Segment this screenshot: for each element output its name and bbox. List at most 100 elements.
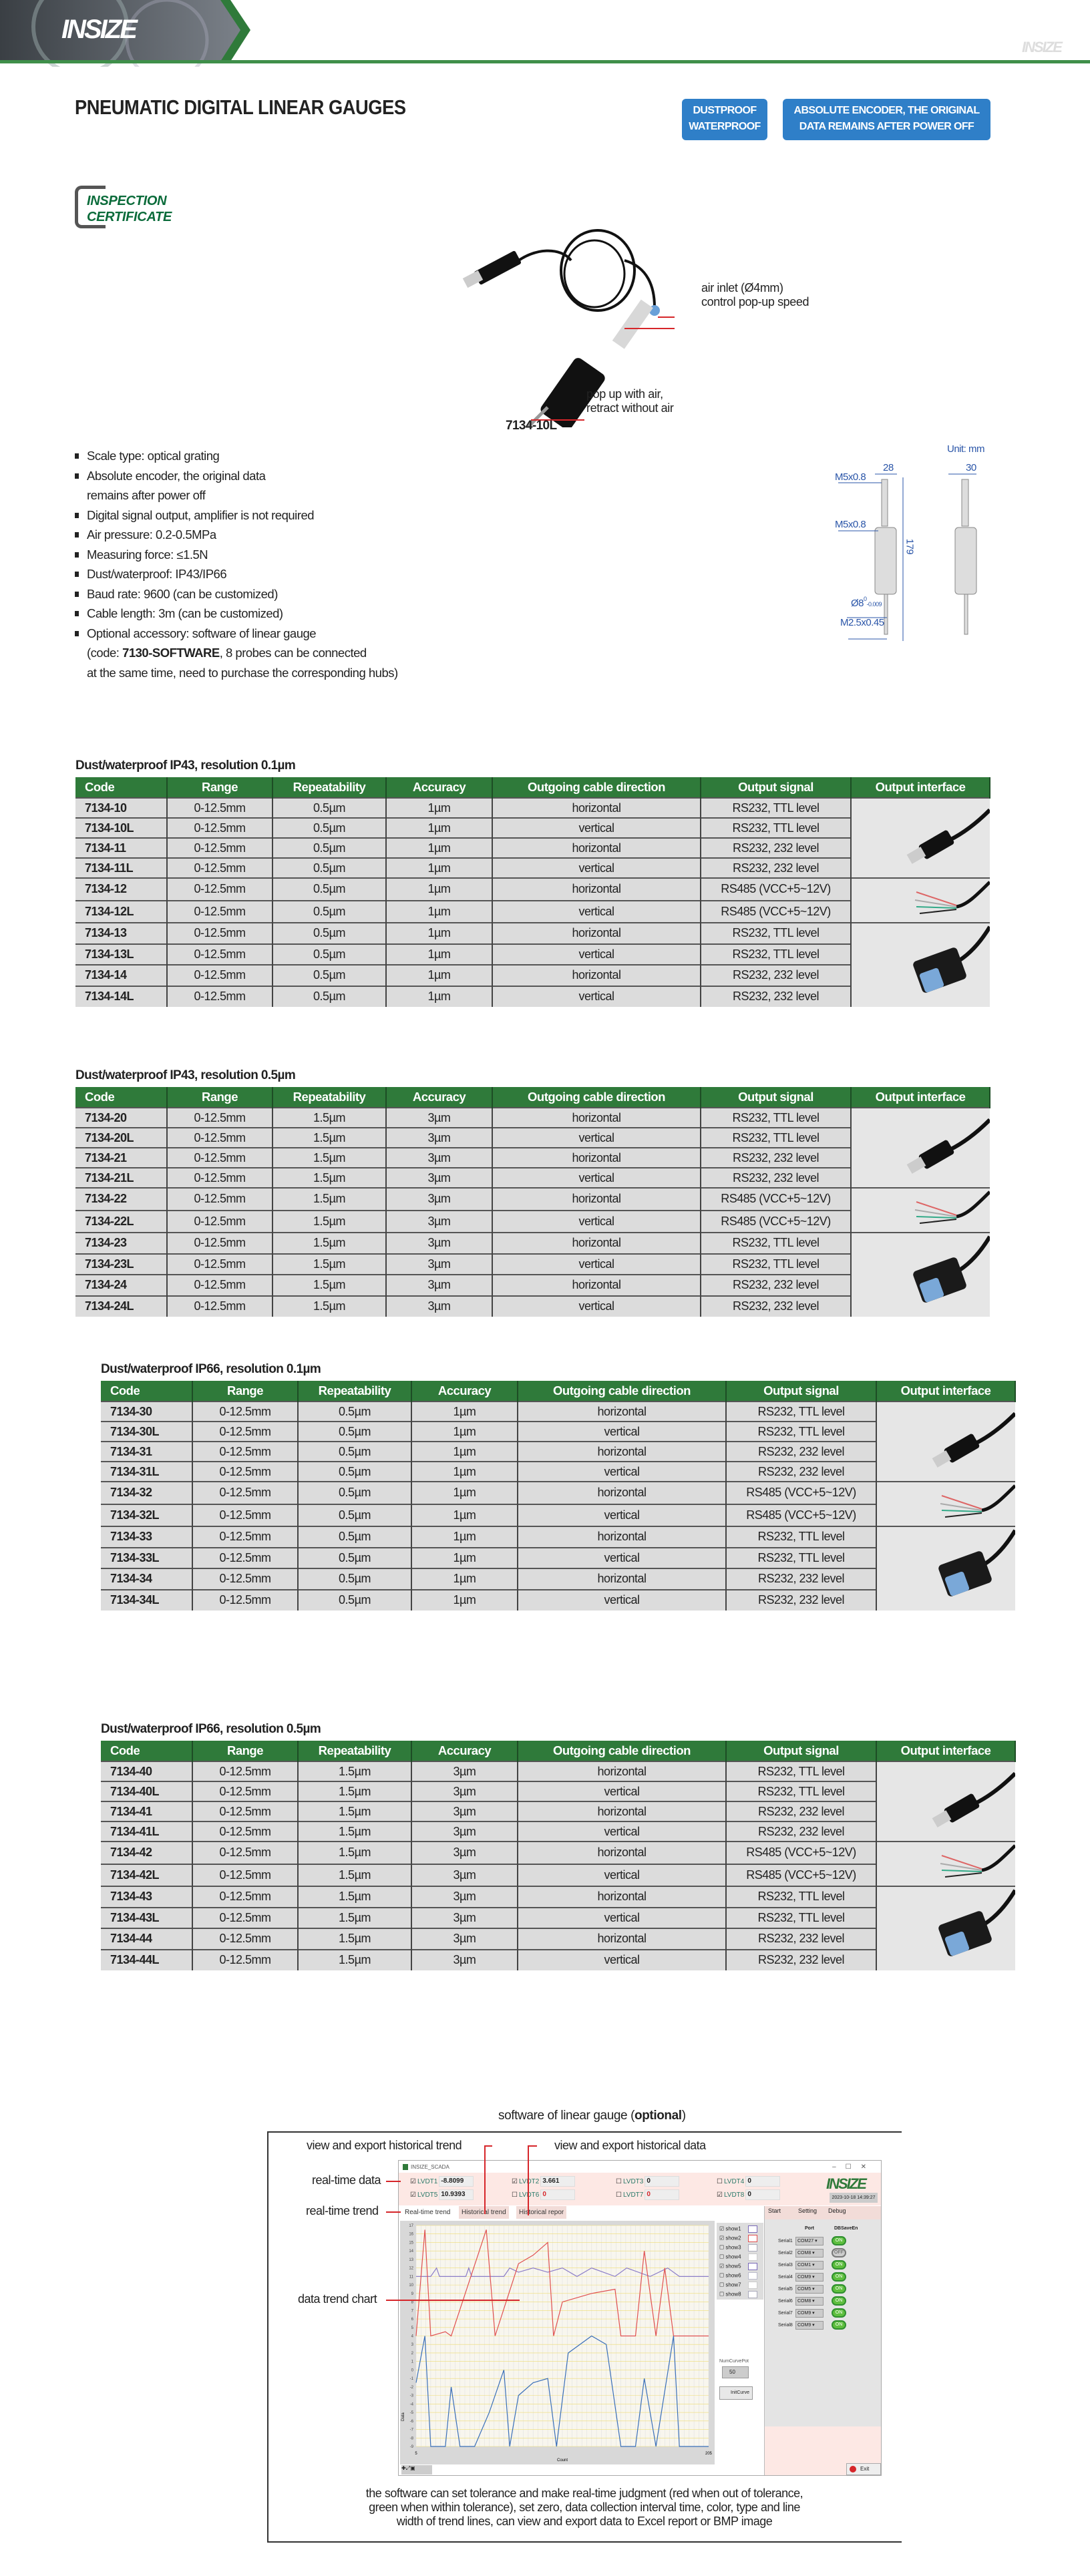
repeatability-cell: 1.5µm xyxy=(298,1863,412,1886)
table-row: 7134-43 0-12.5mm 1.5µm 3µm horizontal RS232, … xyxy=(101,1886,1017,1970)
repeatability-cell: 0.5µm xyxy=(272,837,387,858)
serial-row: Serial2 COM8 ▾ OFF xyxy=(778,2248,846,2258)
range-cell: 0-12.5mm xyxy=(192,1461,299,1482)
init-curve-button[interactable]: InitCurve xyxy=(719,2386,753,2400)
checkbox[interactable]: ☑ xyxy=(410,2177,416,2185)
column-header: Outgoing cable direction xyxy=(492,1087,701,1108)
range-cell: 0-12.5mm xyxy=(192,1481,299,1504)
table-title: Dust/waterproof IP43, resolution 0.1µm xyxy=(75,759,296,773)
dbsave-toggle[interactable]: ON xyxy=(832,2272,846,2282)
range-cell: 0-12.5mm xyxy=(167,1274,273,1296)
side-tab-setting[interactable]: Setting xyxy=(798,2207,818,2214)
port-value: COM9 xyxy=(797,2274,811,2280)
tab-historical-trend[interactable]: Historical trend xyxy=(459,2206,509,2219)
range-cell: 0-12.5mm xyxy=(167,1209,273,1233)
table-row: 7134-13L 0-12.5mm 0.5µm 1µm vertical RS232, T… xyxy=(75,943,990,965)
table-row: 7134-13 0-12.5mm 0.5µm 1µm horizontal RS232, … xyxy=(75,922,992,1007)
repeatability-cell: 0.5µm xyxy=(272,877,387,901)
table-row: 7134-31L 0-12.5mm 0.5µm 1µm vertical RS232, 2… xyxy=(101,1461,1015,1482)
show-toggle[interactable]: ☐ show3 xyxy=(719,2244,757,2251)
output-signal-cell: RS232, TTL level xyxy=(701,943,852,965)
caption-line: the software can set tolerance and make … xyxy=(365,2487,803,2500)
dbsave-toggle[interactable]: ON xyxy=(832,2236,846,2245)
show-toggle[interactable]: ☐ show7 xyxy=(719,2282,757,2289)
column-header: Accuracy xyxy=(411,1381,518,1402)
serial-port-select[interactable]: COM9 ▾ xyxy=(795,2320,824,2330)
window-controls[interactable]: –☐✕ xyxy=(832,2163,876,2171)
checkbox[interactable]: ☐ xyxy=(616,2177,622,2185)
show-toggle[interactable]: ☐ show8 xyxy=(719,2291,757,2298)
output-signal-cell: RS485 (VCC+5~12V) xyxy=(726,1481,877,1504)
code-cell: 7134-11 xyxy=(75,837,168,858)
range-cell: 0-12.5mm xyxy=(167,964,273,986)
callout-line xyxy=(484,2145,492,2147)
dbsave-toggle[interactable]: ON xyxy=(832,2296,846,2306)
spec-table: Code Range Repeatability Accuracy Outgoing c… xyxy=(75,1087,992,1317)
lvdt-field: ☑ LVDT5 10.9393 xyxy=(410,2189,474,2200)
y-tick-label: -3 xyxy=(410,2394,414,2398)
dbsave-toggle[interactable]: ON xyxy=(832,2260,846,2270)
cert-line2: CERTIFICATE xyxy=(87,210,172,224)
range-cell: 0-12.5mm xyxy=(192,1801,299,1821)
code-cell: 7134-13 xyxy=(75,922,168,944)
checkbox[interactable]: ☑ xyxy=(717,2191,723,2199)
show-toggle[interactable]: ☑ show1 xyxy=(719,2225,757,2233)
y-tick-label: 3 xyxy=(411,2343,414,2347)
exit-button[interactable]: Exit xyxy=(846,2463,881,2475)
cable-direction-cell: horizontal xyxy=(492,1187,701,1211)
show-toggle[interactable]: ☑ show5 xyxy=(719,2263,757,2270)
repeatability-cell: 0.5µm xyxy=(298,1526,412,1548)
range-cell: 0-12.5mm xyxy=(167,1167,273,1188)
table-header-row: Code Range Repeatability Accuracy Outgoing c… xyxy=(75,1087,990,1108)
output-signal-cell: RS232, 232 level xyxy=(701,1147,852,1168)
checkbox[interactable]: ☑ xyxy=(512,2177,518,2185)
accuracy-cell: 3µm xyxy=(386,1274,493,1296)
dbsave-toggle[interactable]: ON xyxy=(832,2308,846,2318)
range-cell: 0-12.5mm xyxy=(192,1886,299,1908)
code-cell: 7134-23L xyxy=(75,1253,168,1275)
output-interface-db9 xyxy=(876,1526,1017,1611)
code-cell: 7134-14 xyxy=(75,964,168,986)
table-row: 7134-40L 0-12.5mm 1.5µm 3µm vertical RS232, T… xyxy=(101,1781,1015,1801)
serial-port-select[interactable]: COM5 ▾ xyxy=(795,2284,824,2294)
code-cell: 7134-13L xyxy=(75,943,168,965)
serial-port-select[interactable]: COM27 ▾ xyxy=(795,2236,824,2245)
column-header: Outgoing cable direction xyxy=(518,1741,727,1761)
show-toggle[interactable]: ☑ show2 xyxy=(719,2235,757,2242)
cable-direction-cell: vertical xyxy=(492,817,701,838)
serial-port-select[interactable]: COM9 ▾ xyxy=(795,2308,824,2318)
checkbox[interactable]: ☑ xyxy=(410,2191,416,2199)
output-signal-cell: RS485 (VCC+5~12V) xyxy=(726,1503,877,1526)
tab-historical-report[interactable]: Historical repor xyxy=(516,2206,567,2219)
output-signal-cell: RS485 (VCC+5~12V) xyxy=(701,877,852,901)
annotation-hist-data: view and export historical data xyxy=(554,2139,706,2152)
software-frame xyxy=(267,2131,902,2543)
serial-port-select[interactable]: COM9 ▾ xyxy=(795,2272,824,2282)
tol-lower: -0.009 xyxy=(866,601,882,608)
y-tick-label: -9 xyxy=(410,2445,414,2449)
show-toggle[interactable]: ☐ show6 xyxy=(719,2272,757,2280)
dim-tip-thread: M2.5x0.45 xyxy=(840,617,884,628)
table-row: 7134-34L 0-12.5mm 0.5µm 1µm vertical RS232, 2… xyxy=(101,1588,1015,1611)
table-header-row: Code Range Repeatability Accuracy Outgoing c… xyxy=(101,1381,1016,1402)
checkbox[interactable]: ☐ xyxy=(717,2177,723,2185)
side-tab-start[interactable]: Start xyxy=(768,2207,781,2214)
range-cell: 0-12.5mm xyxy=(167,1295,273,1317)
checkbox[interactable]: ☐ xyxy=(616,2191,622,2199)
dbsave-toggle[interactable]: OFF xyxy=(832,2248,846,2258)
serial-port-select[interactable]: COM8 ▾ xyxy=(795,2248,824,2258)
checkbox[interactable]: ☐ xyxy=(512,2191,518,2199)
numcurve-input[interactable]: 50 xyxy=(722,2366,749,2378)
show-toggle[interactable]: ☐ show4 xyxy=(719,2253,757,2261)
serial-port-select[interactable]: COM8 ▾ xyxy=(795,2296,824,2306)
spec-text: , 8 probes can be connected xyxy=(219,646,367,660)
serial-port-select[interactable]: COM1 ▾ xyxy=(795,2260,824,2270)
dbsave-toggle[interactable]: ON xyxy=(832,2320,846,2330)
chart-toolbar[interactable]: ✚⤢▣ xyxy=(401,2465,432,2475)
port-value: COM27 xyxy=(797,2238,814,2243)
range-cell: 0-12.5mm xyxy=(192,1841,299,1864)
dia-value: Ø8 xyxy=(851,598,864,609)
tab-realtime-trend[interactable]: Real-time trend xyxy=(402,2206,453,2219)
side-tab-debug[interactable]: Debug xyxy=(828,2207,846,2214)
dbsave-toggle[interactable]: ON xyxy=(832,2284,846,2294)
